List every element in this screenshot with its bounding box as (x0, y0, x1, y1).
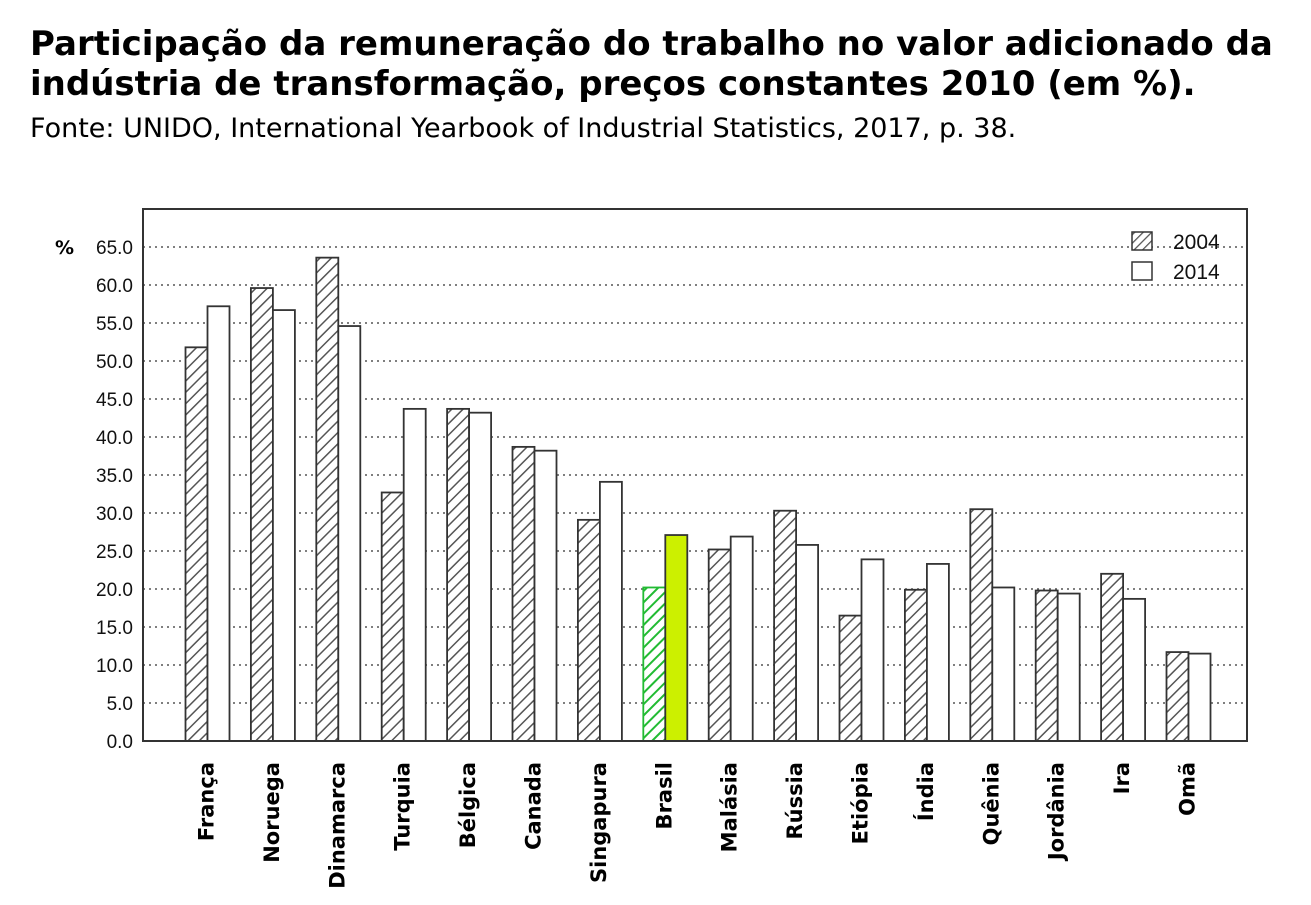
x-tick-label: Índia (913, 762, 938, 821)
bar-2004 (315, 256, 340, 742)
bar-2014 (402, 407, 427, 742)
x-tick-label: Brasil (652, 762, 676, 829)
y-axis-ticks: 0.0 5.0 10.0 15.0 20.0 25.0 30.0 35.0 40.0 45.0 50… (96, 238, 133, 753)
grid-lines (143, 246, 1247, 704)
y-tick-label: 55.0 (96, 314, 133, 335)
x-tick-label: Malásia (718, 762, 742, 852)
legend-swatch-2004 (1131, 231, 1153, 251)
bar-2014 (991, 586, 1016, 742)
bar-2004 (969, 508, 994, 742)
y-tick-label: 30.0 (96, 504, 133, 525)
bar-2014 (729, 535, 754, 742)
x-axis-labels: França Noruega Dinamarca Turquia Bélgica Cana… (195, 762, 1200, 889)
x-tick-label: Canada (522, 762, 546, 850)
x-tick-label: França (195, 762, 219, 841)
y-tick-label: 0.0 (107, 732, 133, 753)
bar-2014 (599, 480, 623, 742)
bar-2014 (1122, 597, 1146, 742)
x-tick-label: Dinamarca (325, 762, 349, 889)
y-tick-label: 40.0 (96, 428, 133, 449)
y-tick-label: 50.0 (96, 352, 133, 373)
y-tick-label: 60.0 (96, 276, 133, 297)
x-tick-label: Turquia (391, 762, 415, 851)
x-tick-label: Ira (1110, 762, 1134, 794)
legend: 2004 2014 (1131, 231, 1220, 284)
bar-2014 (926, 563, 950, 742)
bar-2014 (1056, 592, 1081, 742)
plot-frame (142, 208, 1248, 742)
bar-2004 (184, 346, 209, 742)
x-tick-label: Singapura (587, 762, 611, 883)
y-tick-label: 5.0 (107, 694, 133, 715)
y-tick-label: 20.0 (96, 580, 133, 601)
bar-2004 (838, 614, 863, 742)
y-tick-label: 25.0 (96, 542, 133, 563)
legend-label-2004: 2004 (1173, 231, 1220, 254)
y-tick-label: 45.0 (96, 390, 133, 411)
y-unit-label: % (55, 237, 74, 259)
x-tick-label: Rússia (783, 762, 807, 840)
legend-swatch-2014 (1131, 261, 1153, 281)
x-tick-label: Bélgica (456, 762, 480, 848)
x-tick-label: Noruega (260, 762, 284, 863)
bar-2014 (664, 534, 689, 742)
bar-2014 (795, 544, 819, 742)
bar-2004 (1165, 651, 1190, 742)
bar-2014 (337, 325, 362, 742)
bar-2004 (904, 588, 928, 742)
bar-2004 (380, 491, 405, 742)
bar-2004 (773, 509, 797, 742)
bar-2004 (249, 287, 274, 742)
x-tick-label: Etiópia (849, 762, 873, 844)
x-tick-label: Quênia (979, 762, 1003, 845)
bar-2004 (642, 586, 667, 742)
bar-2014 (206, 305, 231, 742)
bar-2014 (468, 411, 493, 742)
bar-2004 (446, 407, 471, 742)
bar-2014 (860, 558, 885, 742)
bar-2014 (1187, 652, 1212, 742)
bar-2004 (707, 548, 732, 742)
bar-2014 (271, 309, 296, 742)
legend-label-2014: 2014 (1173, 261, 1220, 284)
bar-2014 (533, 449, 558, 742)
y-tick-label: 65.0 (96, 238, 133, 259)
x-tick-label: Omã (1176, 762, 1200, 816)
x-tick-label: Jordânia (1045, 762, 1069, 862)
bar-2004 (1034, 589, 1059, 742)
y-tick-label: 10.0 (96, 656, 133, 677)
bar-2004 (511, 445, 536, 742)
chart-title: Participação da remuneração do trabalho … (30, 24, 1273, 104)
bar-2004 (577, 518, 601, 742)
bars (184, 256, 1212, 742)
y-tick-label: 15.0 (96, 618, 133, 639)
chart-source: Fonte: UNIDO, International Yearbook of … (30, 113, 1017, 144)
bar-2004 (1100, 572, 1124, 742)
y-tick-label: 35.0 (96, 466, 133, 487)
